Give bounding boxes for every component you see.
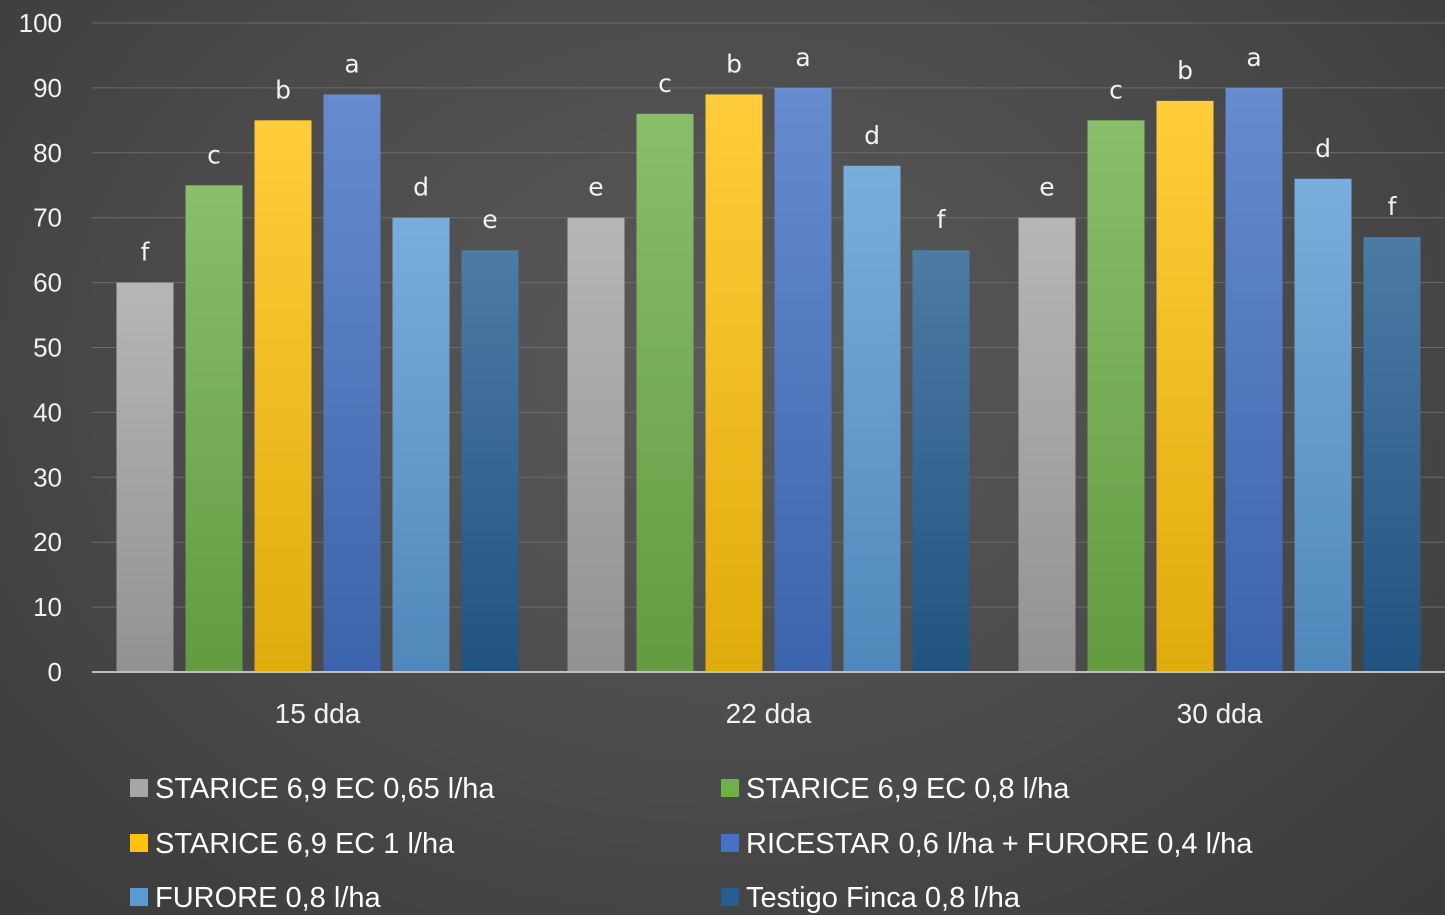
data-label: b xyxy=(726,49,742,78)
y-tick-label: 70 xyxy=(33,203,62,233)
bar xyxy=(461,250,519,672)
data-label: a xyxy=(795,43,810,72)
legend-label: STARICE 6,9 EC 1 l/ha xyxy=(155,828,455,860)
data-label: d xyxy=(864,121,880,150)
data-label: e xyxy=(1039,173,1054,202)
data-label: c xyxy=(207,140,221,169)
data-label: f xyxy=(937,205,947,234)
data-label: a xyxy=(344,49,359,78)
bar xyxy=(392,217,450,672)
legend-label: Testigo Finca 0,8 l/ha xyxy=(746,882,1021,914)
bar xyxy=(774,87,832,672)
bar xyxy=(323,94,381,672)
y-axis-ticks: 0 10 20 30 40 50 60 70 80 90 100 xyxy=(19,8,62,687)
data-label: f xyxy=(141,238,151,267)
bar xyxy=(705,94,763,672)
data-label: a xyxy=(1246,43,1261,72)
data-label: b xyxy=(275,75,291,104)
data-label: d xyxy=(1315,134,1331,163)
legend-swatch xyxy=(130,779,148,797)
bar xyxy=(1156,100,1214,672)
y-tick-label: 10 xyxy=(33,592,62,622)
legend-label: FURORE 0,8 l/ha xyxy=(155,882,381,914)
legend-swatch xyxy=(721,779,739,797)
bar xyxy=(185,185,243,672)
y-tick-label: 80 xyxy=(33,138,62,168)
bar xyxy=(254,120,312,673)
bar xyxy=(1363,237,1421,673)
legend-swatch xyxy=(130,888,148,906)
y-tick-label: 40 xyxy=(33,397,62,427)
data-labels: f c b a d e e c b a d f e c b a d f xyxy=(141,43,1398,267)
data-label: c xyxy=(1109,75,1123,104)
y-tick-label: 60 xyxy=(33,268,62,298)
data-label: e xyxy=(588,173,603,202)
data-label: f xyxy=(1388,192,1398,221)
bar xyxy=(116,282,174,672)
data-label: e xyxy=(482,205,497,234)
y-tick-label: 50 xyxy=(33,333,62,363)
bar xyxy=(912,250,970,672)
data-label: d xyxy=(413,173,429,202)
y-tick-label: 30 xyxy=(33,462,62,492)
y-tick-label: 90 xyxy=(33,73,62,103)
bar xyxy=(636,113,694,673)
bar xyxy=(843,165,901,672)
legend-label: STARICE 6,9 EC 0,65 l/ha xyxy=(155,773,495,805)
category-label: 15 dda xyxy=(275,698,361,729)
data-label: c xyxy=(658,69,672,98)
legend-label: STARICE 6,9 EC 0,8 l/ha xyxy=(746,773,1070,805)
legend-swatch xyxy=(721,888,739,906)
legend: STARICE 6,9 EC 0,65 l/ha STARICE 6,9 EC 0… xyxy=(130,773,1253,914)
bar xyxy=(567,217,625,672)
category-label: 30 dda xyxy=(1177,698,1263,729)
y-tick-label: 20 xyxy=(33,527,62,557)
bar xyxy=(1225,87,1283,672)
bars xyxy=(116,87,1421,673)
legend-swatch xyxy=(721,834,739,852)
data-label: b xyxy=(1177,56,1193,85)
x-axis-categories: 15 dda 22 dda 30 dda xyxy=(275,698,1263,729)
legend-label: RICESTAR 0,6 l/ha + FURORE 0,4 l/ha xyxy=(746,828,1253,860)
gridlines xyxy=(92,22,1445,608)
bar xyxy=(1018,217,1076,672)
y-tick-label: 100 xyxy=(19,8,62,38)
category-label: 22 dda xyxy=(726,698,812,729)
bar xyxy=(1087,120,1145,673)
y-tick-label: 0 xyxy=(48,657,62,687)
bar xyxy=(1294,178,1352,672)
legend-swatch xyxy=(130,834,148,852)
